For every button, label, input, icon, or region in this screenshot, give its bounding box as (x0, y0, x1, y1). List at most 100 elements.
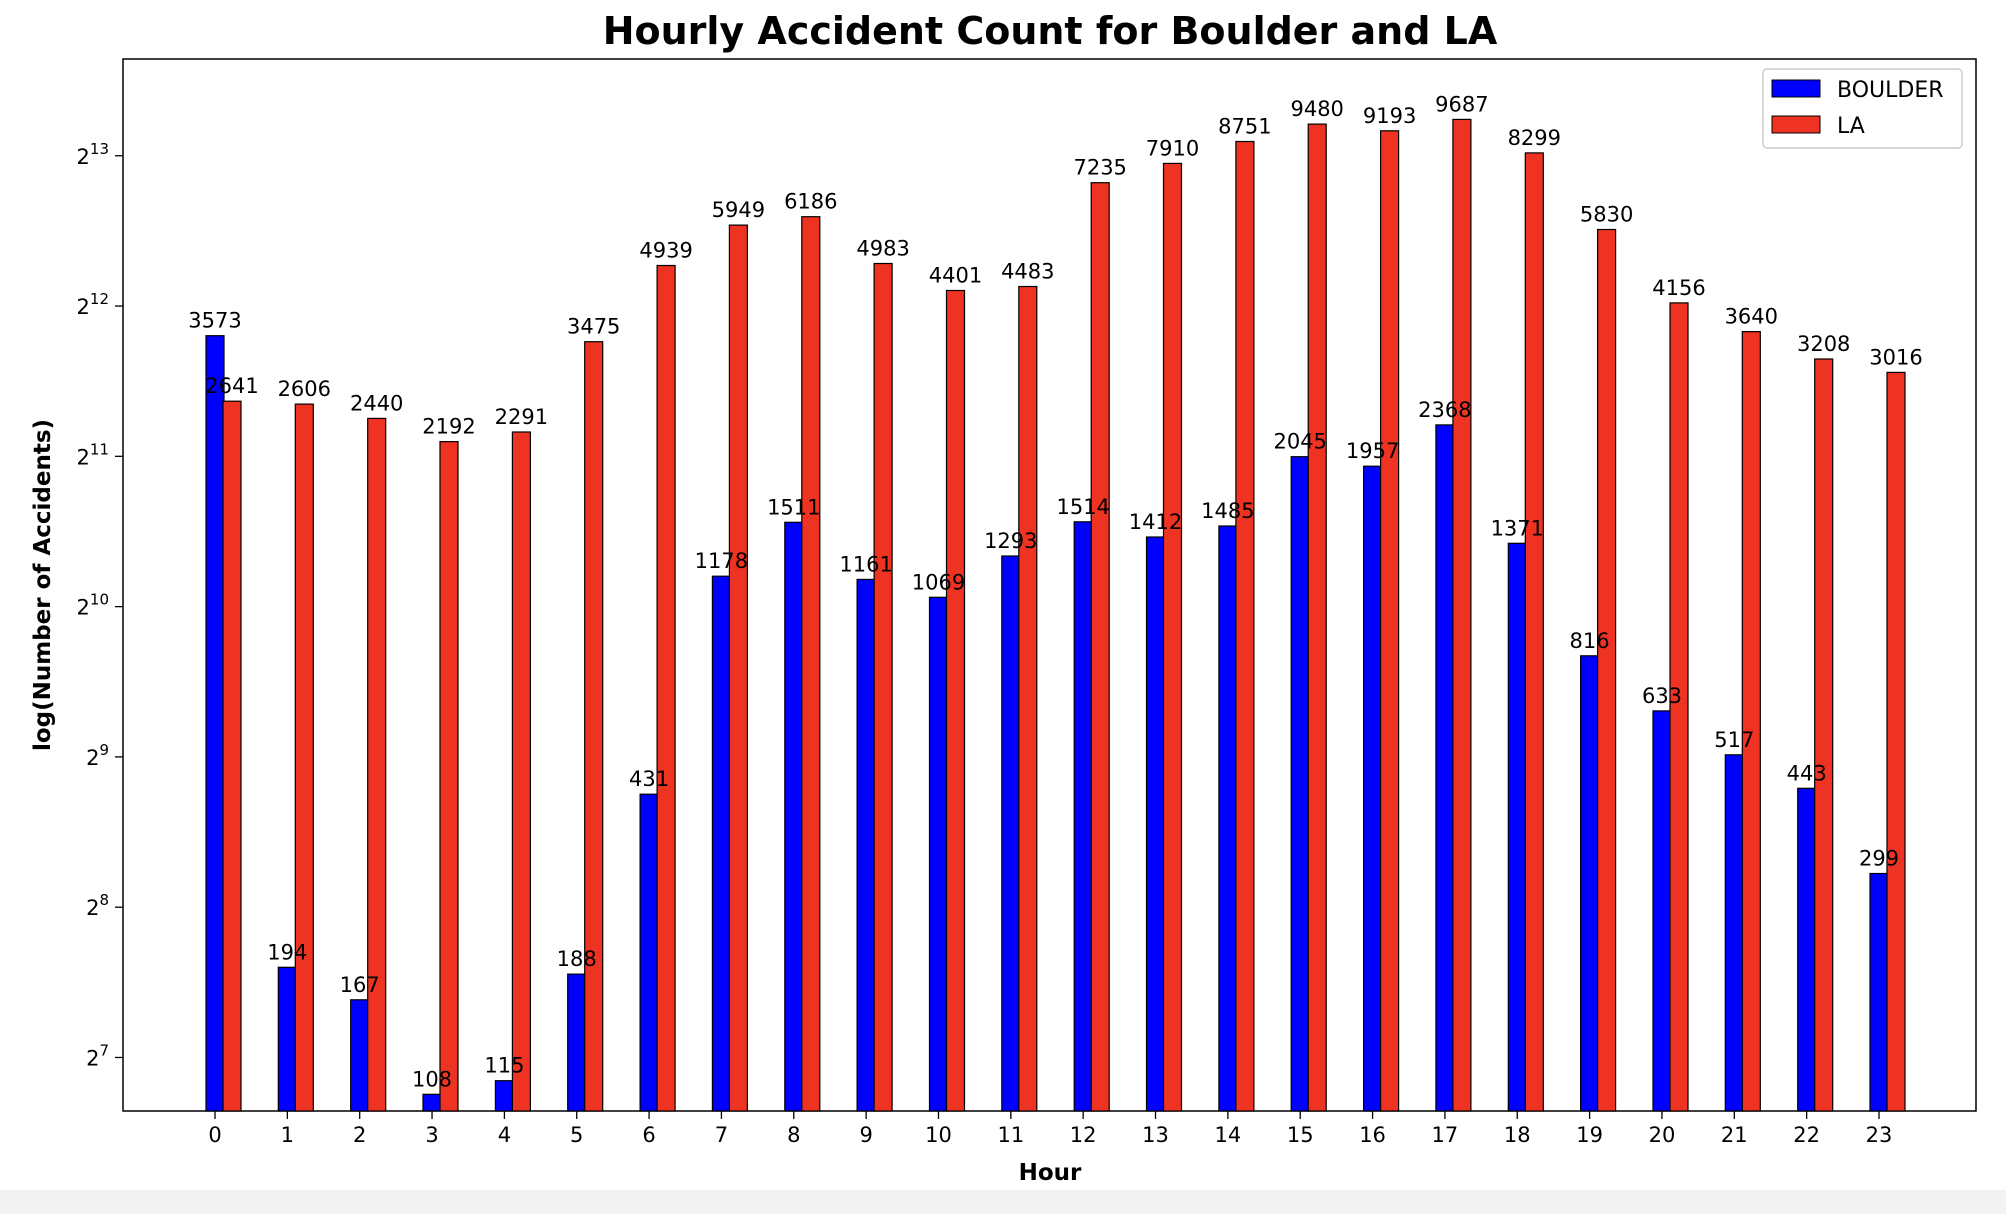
x-tick-label: 17 (1432, 1123, 1459, 1147)
x-tick-label: 8 (787, 1123, 800, 1147)
value-label-boulder-hour-21: 517 (1714, 728, 1754, 752)
x-tick-label: 5 (570, 1123, 583, 1147)
value-label-boulder-hour-10: 1069 (912, 570, 965, 594)
bar-boulder-hour-18 (1507, 542, 1527, 1112)
bar-boulder-hour-15 (1290, 456, 1310, 1112)
value-label-boulder-hour-2: 167 (340, 973, 380, 997)
legend-swatch-la (1771, 115, 1821, 134)
value-label-boulder-hour-14: 1485 (1201, 499, 1254, 523)
bar-la-hour-15 (1307, 123, 1327, 1112)
x-tick-label: 18 (1504, 1123, 1531, 1147)
y-tick-label: 27 (86, 1041, 109, 1070)
value-label-la-hour-14: 8751 (1218, 115, 1271, 139)
x-axis-ticks: 0 1 2 3 4 5 6 7 8 9 10 11 12 13 14 15 16 17 18 19 20 21 22 23 (208, 1111, 1892, 1147)
value-label-boulder-hour-9: 1161 (839, 552, 892, 576)
value-label-la-hour-0: 2641 (205, 374, 258, 398)
value-label-la-hour-12: 7235 (1073, 156, 1126, 180)
value-label-boulder-hour-3: 108 (412, 1067, 452, 1091)
y-tick-label: 212 (77, 290, 109, 319)
x-tick-label: 3 (425, 1123, 438, 1147)
bar-la-hour-6 (656, 264, 676, 1112)
x-tick-label: 13 (1142, 1123, 1169, 1147)
x-tick-label: 0 (208, 1123, 221, 1147)
value-label-la-hour-16: 9193 (1363, 104, 1416, 128)
value-label-boulder-hour-19: 816 (1570, 629, 1610, 653)
value-label-boulder-hour-23: 299 (1859, 847, 1899, 871)
plot-area (122, 58, 1977, 1112)
y-tick-label: 28 (86, 891, 109, 920)
bar-la-hour-2 (367, 417, 387, 1112)
y-tick-label: 213 (77, 140, 109, 169)
value-label-la-hour-3: 2192 (422, 415, 475, 439)
legend: BOULDER LA (1762, 68, 1963, 149)
bar-boulder-hour-20 (1652, 710, 1672, 1112)
value-label-la-hour-20: 4156 (1652, 276, 1705, 300)
bar-la-hour-12 (1090, 182, 1110, 1112)
value-label-la-hour-2: 2440 (350, 391, 403, 415)
value-label-la-hour-7: 5949 (712, 198, 765, 222)
bar-la-hour-18 (1524, 152, 1544, 1112)
bar-boulder-hour-0 (205, 335, 225, 1112)
bar-boulder-hour-17 (1435, 424, 1455, 1112)
bar-boulder-hour-11 (1001, 555, 1021, 1112)
value-label-boulder-hour-20: 633 (1642, 684, 1682, 708)
bar-la-hour-10 (945, 289, 966, 1112)
x-tick-label: 4 (498, 1123, 511, 1147)
bar-boulder-hour-9 (856, 578, 876, 1112)
y-axis-label: log(Number of Accidents) (30, 419, 56, 751)
bar-la-hour-5 (584, 341, 604, 1112)
bar-boulder-hour-22 (1797, 787, 1817, 1112)
y-tick-label: 211 (77, 440, 109, 469)
value-label-la-hour-22: 3208 (1797, 332, 1850, 356)
x-tick-label: 19 (1576, 1123, 1603, 1147)
bar-boulder-hour-4 (494, 1080, 514, 1112)
x-tick-label: 2 (353, 1123, 366, 1147)
x-tick-label: 7 (715, 1123, 728, 1147)
bar-la-hour-13 (1162, 162, 1183, 1112)
y-tick-label: 210 (77, 591, 109, 620)
bar-la-hour-20 (1669, 302, 1689, 1112)
x-tick-label: 22 (1793, 1123, 1820, 1147)
value-label-boulder-hour-7: 1178 (695, 549, 748, 573)
bar-boulder-hour-7 (711, 575, 732, 1112)
y-tick-label: 29 (86, 741, 109, 770)
bar-boulder-hour-2 (350, 999, 370, 1112)
bar-la-hour-19 (1596, 228, 1617, 1112)
value-label-la-hour-23: 3016 (1869, 345, 1922, 369)
bar-la-hour-17 (1452, 118, 1472, 1112)
x-tick-label: 12 (1070, 1123, 1097, 1147)
value-label-la-hour-1: 2606 (278, 377, 331, 401)
bar-boulder-hour-8 (784, 521, 804, 1112)
value-label-la-hour-17: 9687 (1435, 92, 1488, 116)
value-label-la-hour-18: 8299 (1508, 126, 1561, 150)
x-tick-label: 15 (1287, 1123, 1314, 1147)
x-tick-label: 1 (281, 1123, 294, 1147)
value-label-boulder-hour-22: 443 (1787, 761, 1827, 785)
bar-la-hour-21 (1741, 331, 1761, 1112)
x-tick-label: 21 (1721, 1123, 1748, 1147)
bar-la-hour-11 (1018, 285, 1038, 1112)
bar-boulder-hour-3 (422, 1093, 442, 1112)
x-axis-label: Hour (1019, 1160, 1082, 1186)
legend-swatch-boulder (1771, 79, 1821, 98)
bar-la-hour-9 (873, 262, 893, 1112)
x-tick-label: 20 (1649, 1123, 1676, 1147)
x-tick-label: 16 (1359, 1123, 1386, 1147)
value-label-la-hour-8: 6186 (784, 190, 837, 214)
value-label-boulder-hour-17: 2368 (1418, 398, 1471, 422)
bar-boulder-hour-12 (1073, 521, 1093, 1112)
bar-la-hour-14 (1235, 140, 1255, 1112)
value-label-la-hour-6: 4939 (639, 239, 692, 263)
value-label-la-hour-11: 4483 (1001, 260, 1054, 284)
bar-la-hour-8 (801, 216, 821, 1112)
bar-la-hour-1 (294, 403, 314, 1112)
value-label-la-hour-10: 4401 (929, 264, 982, 288)
bar-boulder-hour-19 (1579, 655, 1600, 1112)
value-label-boulder-hour-0: 3573 (188, 309, 241, 333)
x-tick-label: 23 (1866, 1123, 1893, 1147)
bar-boulder-hour-23 (1869, 872, 1889, 1112)
bar-boulder-hour-10 (928, 596, 949, 1112)
bar-boulder-hour-5 (567, 973, 587, 1112)
bar-boulder-hour-21 (1724, 754, 1744, 1112)
